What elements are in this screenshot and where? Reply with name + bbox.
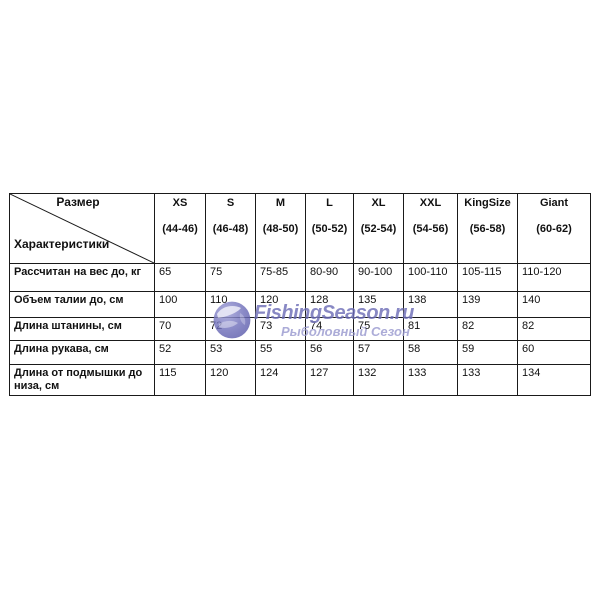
value-cell: 90-100 — [353, 263, 404, 292]
column-header-m: M (48-50) — [255, 193, 306, 264]
value-cell: 133 — [457, 364, 518, 396]
diagonal-line — [10, 194, 154, 263]
size-name: M — [275, 197, 286, 209]
value-cell: 82 — [457, 317, 518, 341]
row-label: Объем талии до, см — [9, 291, 155, 318]
table-row-underarm-length: Длина от подмышки до низа, см 115 120 12… — [9, 364, 591, 396]
size-name: XS — [172, 197, 188, 209]
value-cell: 124 — [255, 364, 306, 396]
size-range: (48-50) — [262, 223, 299, 235]
size-chart-table: Размер Характеристики XS (44-46) S (46-4… — [9, 193, 591, 396]
size-name: L — [326, 197, 333, 209]
row-label: Длина штанины, см — [9, 317, 155, 341]
column-header-s: S (46-48) — [205, 193, 256, 264]
value-cell: 140 — [517, 291, 591, 318]
size-name: XL — [371, 197, 386, 209]
size-name: S — [226, 197, 235, 209]
column-header-xl: XL (52-54) — [353, 193, 404, 264]
value-cell: 60 — [517, 340, 591, 365]
size-range: (46-48) — [212, 223, 249, 235]
value-cell: 139 — [457, 291, 518, 318]
value-cell: 65 — [154, 263, 206, 292]
size-range: (52-54) — [360, 223, 397, 235]
table-row-sleeve-length: Длина рукава, см 52 53 55 56 57 58 59 60 — [9, 340, 591, 365]
row-label: Длина рукава, см — [9, 340, 155, 365]
size-range: (60-62) — [536, 223, 572, 235]
size-name: XXL — [419, 197, 442, 209]
value-cell: 127 — [305, 364, 354, 396]
value-cell: 59 — [457, 340, 518, 365]
value-cell: 135 — [353, 291, 404, 318]
value-cell: 80-90 — [305, 263, 354, 292]
value-cell: 56 — [305, 340, 354, 365]
value-cell: 72 — [205, 317, 256, 341]
value-cell: 105-115 — [457, 263, 518, 292]
value-cell: 133 — [403, 364, 458, 396]
value-cell: 120 — [255, 291, 306, 318]
column-header-kingsize: KingSize (56-58) — [457, 193, 518, 264]
table-row-weight: Рассчитан на вес до, кг 65 75 75-85 80-9… — [9, 263, 591, 292]
value-cell: 55 — [255, 340, 306, 365]
table-row-waist: Объем талии до, см 100 110 120 128 135 1… — [9, 291, 591, 318]
value-cell: 73 — [255, 317, 306, 341]
value-cell: 100 — [154, 291, 206, 318]
size-name: Giant — [539, 197, 569, 209]
header-row: Размер Характеристики XS (44-46) S (46-4… — [9, 193, 591, 264]
row-label: Длина от подмышки до низа, см — [9, 364, 155, 396]
column-header-giant: Giant (60-62) — [517, 193, 591, 264]
size-name: KingSize — [464, 197, 511, 209]
value-cell: 138 — [403, 291, 458, 318]
value-cell: 70 — [154, 317, 206, 341]
size-range: (44-46) — [162, 223, 198, 235]
row-label: Рассчитан на вес до, кг — [9, 263, 155, 292]
size-range: (50-52) — [311, 223, 348, 235]
value-cell: 132 — [353, 364, 404, 396]
value-cell: 75 — [353, 317, 404, 341]
value-cell: 58 — [403, 340, 458, 365]
value-cell: 53 — [205, 340, 256, 365]
value-cell: 115 — [154, 364, 206, 396]
table-row-trouser-length: Длина штанины, см 70 72 73 74 75 81 82 8… — [9, 317, 591, 341]
corner-characteristics-label: Характеристики — [14, 237, 110, 251]
value-cell: 52 — [154, 340, 206, 365]
size-range: (56-58) — [469, 223, 506, 235]
size-chart-table-container: Размер Характеристики XS (44-46) S (46-4… — [9, 193, 591, 396]
value-cell: 57 — [353, 340, 404, 365]
column-header-xs: XS (44-46) — [154, 193, 206, 264]
size-range: (54-56) — [412, 223, 449, 235]
corner-size-label: Размер — [56, 195, 100, 209]
value-cell: 100-110 — [403, 263, 458, 292]
value-cell: 134 — [517, 364, 591, 396]
value-cell: 82 — [517, 317, 591, 341]
value-cell: 110-120 — [517, 263, 591, 292]
corner-cell: Размер Характеристики — [9, 193, 155, 264]
value-cell: 75 — [205, 263, 256, 292]
column-header-l: L (50-52) — [305, 193, 354, 264]
value-cell: 110 — [205, 291, 256, 318]
value-cell: 75-85 — [255, 263, 306, 292]
value-cell: 128 — [305, 291, 354, 318]
column-header-xxl: XXL (54-56) — [403, 193, 458, 264]
value-cell: 120 — [205, 364, 256, 396]
value-cell: 74 — [305, 317, 354, 341]
value-cell: 81 — [403, 317, 458, 341]
